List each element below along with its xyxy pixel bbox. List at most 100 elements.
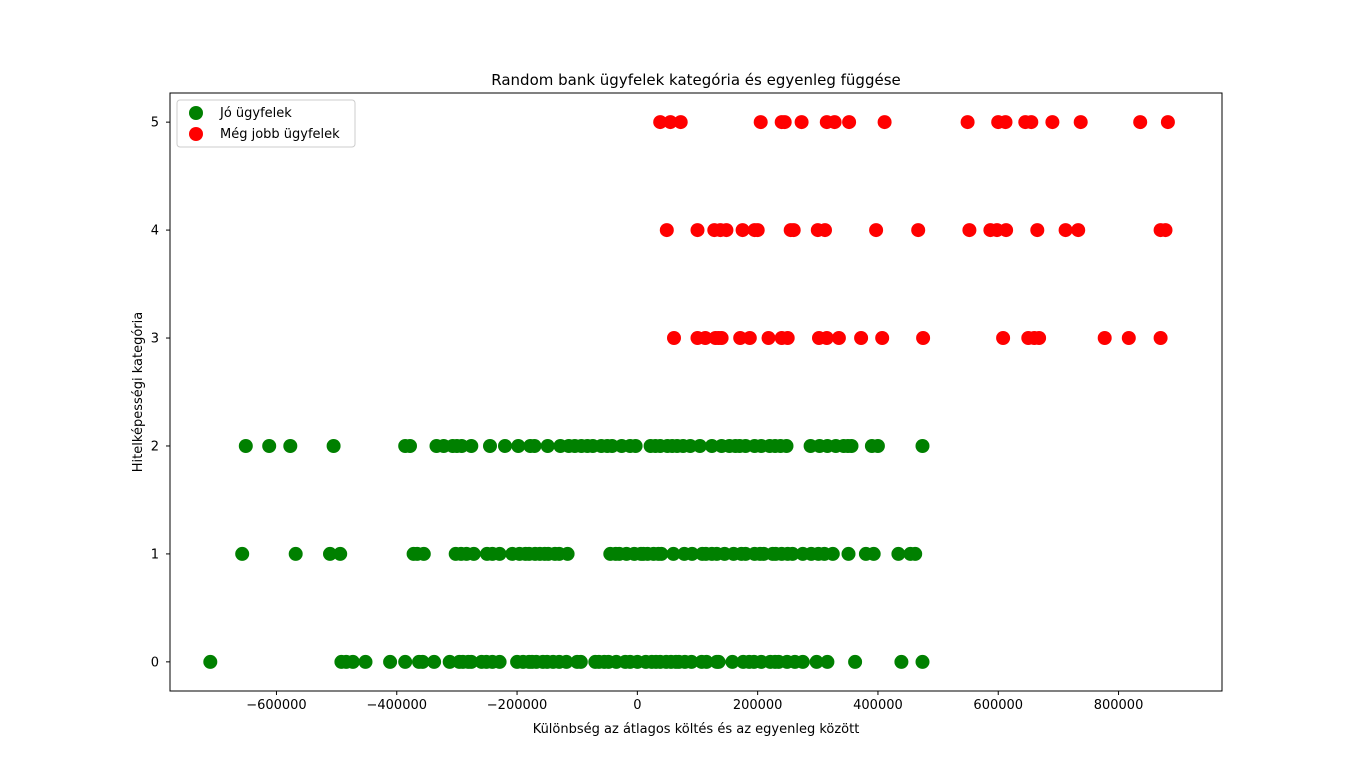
data-point: [1045, 115, 1060, 130]
data-point: [719, 223, 734, 238]
data-point: [666, 546, 681, 561]
x-axis: −600000 −400000 −200000 0 200000 400000 600000…: [246, 691, 1143, 713]
data-point: [1133, 115, 1148, 130]
y-tick-label: 4: [151, 224, 159, 239]
data-point: [605, 439, 620, 453]
data-point: [464, 654, 479, 669]
data-point: [818, 223, 832, 238]
data-point: [333, 546, 348, 561]
x-axis-label: Különbség az átlagos költés és az egyenl…: [533, 722, 860, 737]
data-point: [820, 654, 835, 669]
data-point: [841, 546, 856, 561]
data-point: [704, 439, 719, 453]
x-tick-label: −200000: [487, 698, 548, 713]
data-point: [866, 546, 881, 561]
data-point: [1097, 331, 1112, 345]
legend: Jó ügyfelek Még jobb ügyfelek: [176, 99, 356, 148]
data-point: [288, 546, 303, 561]
data-point: [794, 115, 809, 130]
data-point: [1073, 115, 1088, 130]
data-point: [735, 223, 750, 238]
data-point: [685, 546, 700, 561]
data-point: [1058, 223, 1073, 238]
data-point: [1153, 331, 1168, 345]
data-point: [540, 439, 555, 453]
data-point: [795, 654, 810, 669]
legend-marker-meg-jobb-ugyfelek: [189, 127, 203, 141]
data-point: [753, 115, 768, 130]
data-point: [492, 654, 507, 669]
data-point: [345, 654, 360, 669]
y-tick-label: 5: [151, 116, 159, 131]
data-point: [780, 331, 795, 345]
data-point: [877, 115, 892, 130]
data-point: [398, 654, 413, 669]
data-point: [915, 439, 930, 453]
data-point: [779, 439, 794, 453]
data-point: [911, 223, 926, 238]
data-point: [825, 546, 840, 561]
x-tick-label: 400000: [853, 698, 903, 713]
data-point: [667, 331, 681, 345]
data-point: [869, 223, 884, 238]
data-point: [573, 654, 588, 669]
data-point: [819, 331, 834, 345]
data-point: [870, 439, 885, 453]
data-point: [323, 546, 337, 561]
data-point: [698, 331, 713, 345]
data-point: [786, 223, 801, 238]
data-point: [962, 223, 977, 238]
data-point: [1030, 223, 1045, 238]
data-point: [809, 654, 824, 669]
data-point: [483, 439, 497, 453]
x-tick-label: −600000: [246, 698, 307, 713]
legend-label-meg-jobb-ugyfelek: Még jobb ügyfelek: [220, 127, 340, 142]
x-tick-label: 0: [633, 698, 641, 713]
x-tick-label: 200000: [733, 698, 783, 713]
data-point: [750, 223, 765, 238]
data-point: [403, 439, 417, 453]
x-tick-label: 800000: [1094, 698, 1144, 713]
data-point: [464, 439, 479, 453]
y-tick-label: 3: [151, 332, 159, 347]
legend-label-jo-ugyfelek: Jó ügyfelek: [219, 106, 292, 121]
data-point: [663, 115, 678, 130]
data-point: [654, 546, 669, 561]
data-point: [498, 439, 512, 453]
data-point: [875, 331, 890, 345]
data-point: [238, 439, 253, 453]
data-point: [466, 546, 481, 561]
data-point: [842, 115, 857, 130]
data-point: [628, 439, 643, 453]
data-point: [1160, 115, 1175, 130]
data-point: [1032, 331, 1047, 345]
data-point: [1158, 223, 1173, 238]
data-point: [416, 546, 431, 561]
y-tick-label: 0: [151, 655, 159, 670]
data-point: [358, 654, 373, 669]
data-point: [714, 331, 729, 345]
data-point: [415, 654, 430, 669]
data-point: [915, 654, 930, 669]
data-point: [235, 546, 250, 561]
data-point: [511, 439, 526, 453]
data-point: [203, 654, 218, 669]
data-point: [848, 654, 863, 669]
data-point: [560, 546, 575, 561]
data-point: [683, 439, 698, 453]
series-1: [653, 115, 1175, 345]
data-point: [711, 654, 726, 669]
data-point: [442, 654, 457, 669]
y-axis-label: Hitelképességi kategória: [131, 312, 146, 472]
plot-frame: [169, 92, 1223, 692]
data-point: [454, 439, 469, 453]
legend-box: [176, 99, 356, 148]
data-point: [684, 654, 699, 669]
data-point: [785, 546, 800, 561]
chart-title: Random bank ügyfelek kategória és egyenl…: [491, 71, 901, 89]
x-tick-label: −400000: [366, 698, 427, 713]
data-point: [659, 223, 674, 238]
data-point: [653, 115, 668, 130]
x-tick-label: 600000: [973, 698, 1023, 713]
data-point: [692, 439, 707, 453]
